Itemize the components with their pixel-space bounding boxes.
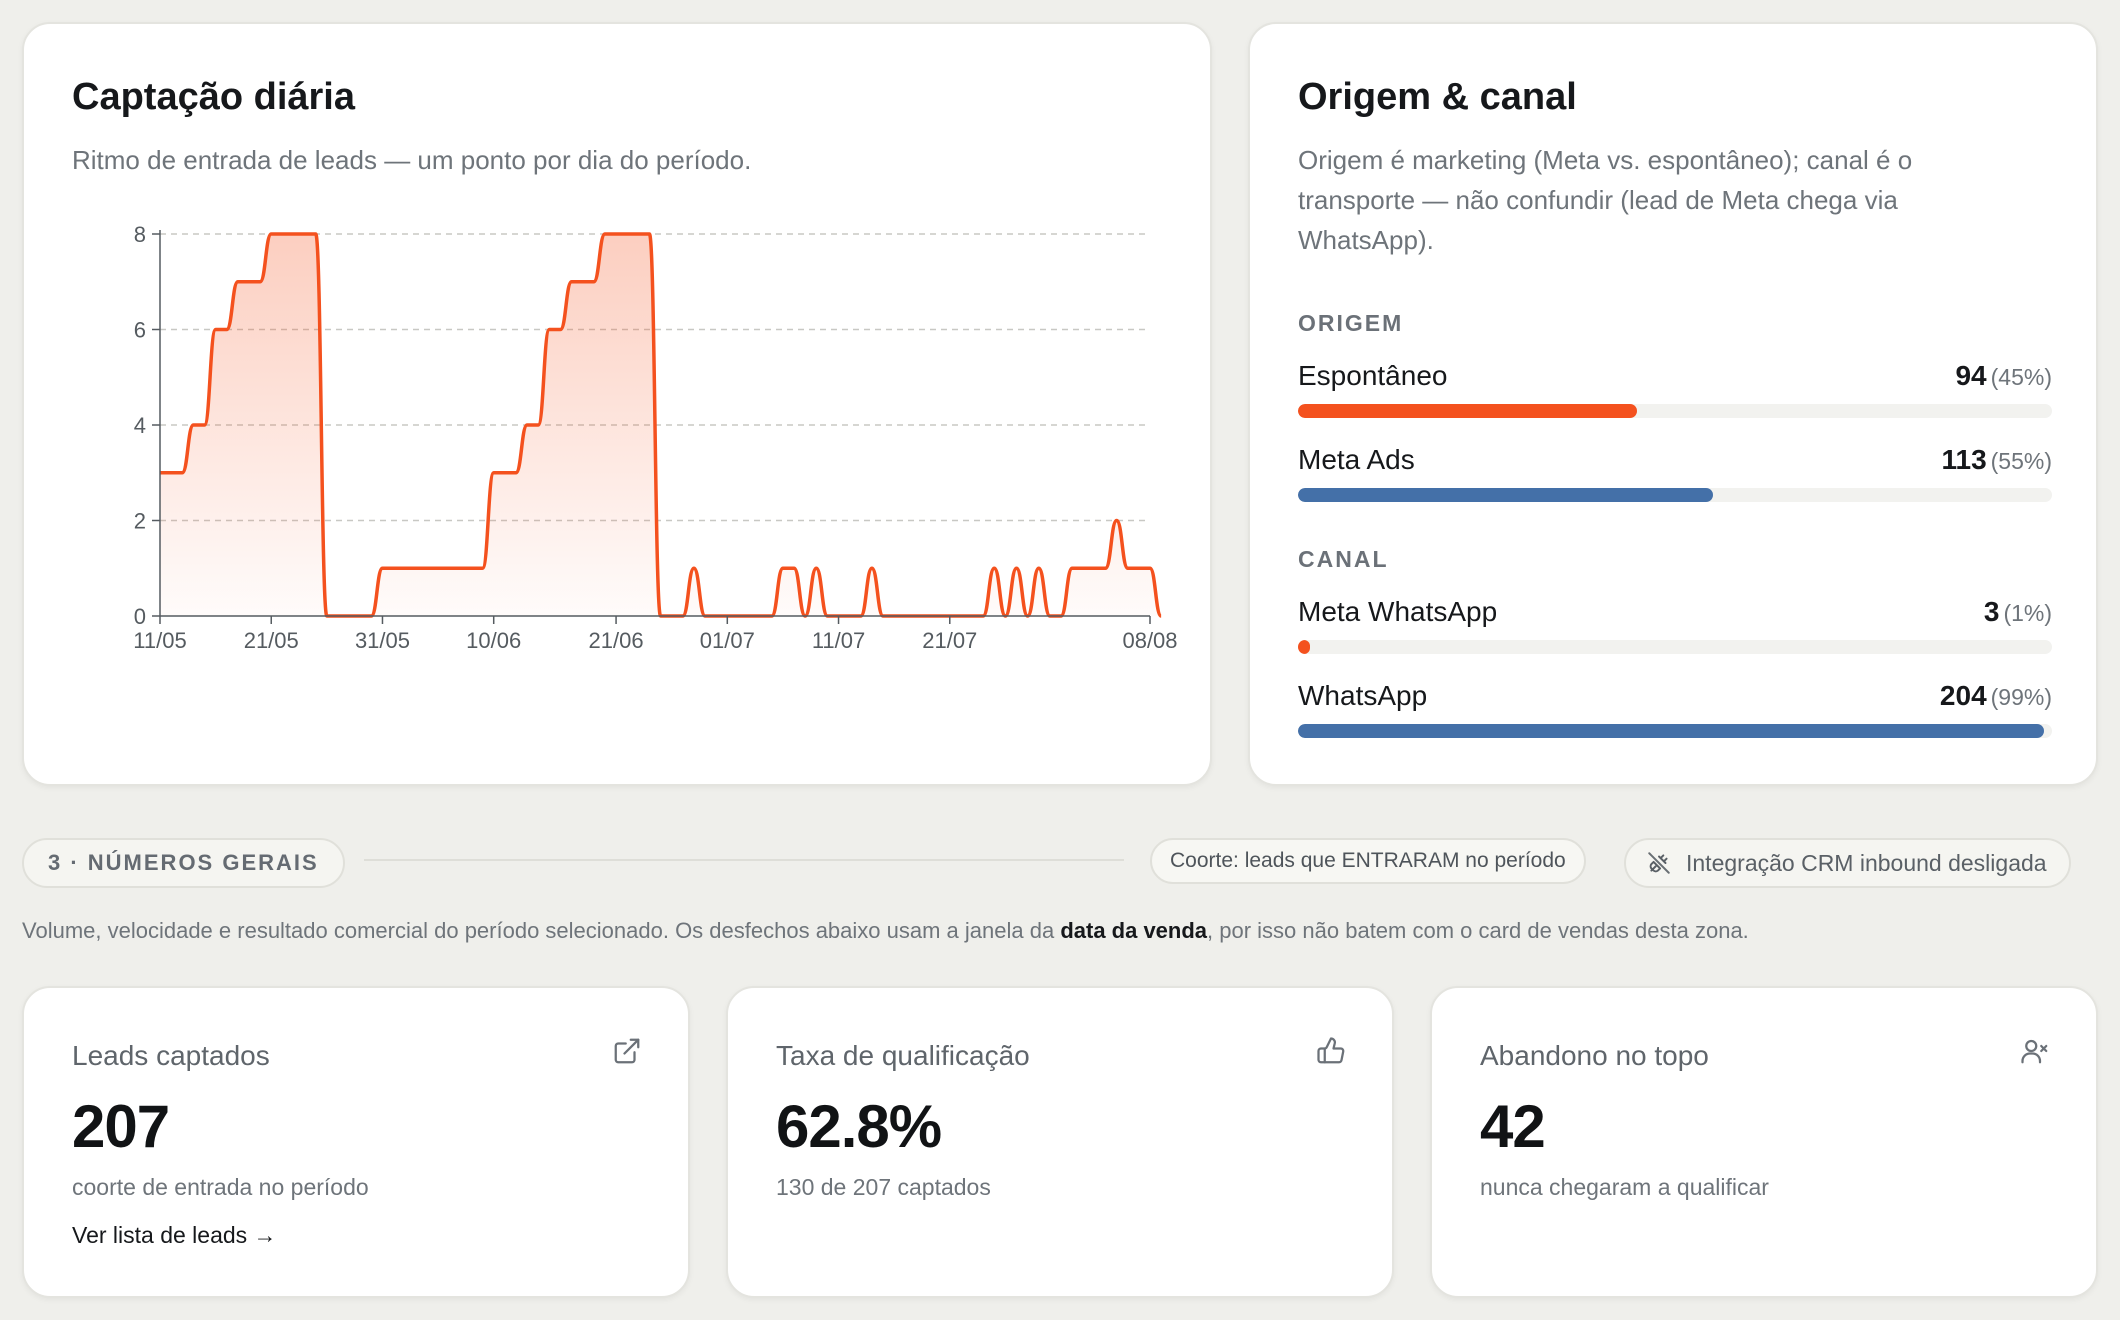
chart-card-subtitle: Ritmo de entrada de leads — um ponto por…	[72, 145, 752, 175]
origin-card-title: Origem & canal	[1298, 76, 1577, 118]
canal-bar-meta-whatsapp: Meta WhatsApp 3 (1%)	[1298, 596, 2052, 666]
bar-track	[1298, 640, 2052, 654]
kpi-value: 207	[72, 1093, 170, 1160]
origem-bar-espontaneo: Espontâneo 94 (45%)	[1298, 360, 2052, 430]
x-tick-label: 21/07	[922, 628, 977, 653]
origin-subtitle-line: WhatsApp).	[1298, 225, 1434, 255]
x-tick-label: 10/06	[466, 628, 521, 653]
daily-capture-chart: 0 2 4 6 8 11/05 21/05 31/05 10/06 21/06 01/07 11/07…	[133, 222, 1177, 653]
y-tick-label: 4	[134, 413, 146, 438]
bar-name: Espontâneo	[1298, 360, 1448, 391]
external-link-icon[interactable]	[612, 1036, 642, 1071]
bar-value: 3 (1%)	[1983, 596, 2052, 627]
kpi-taxa-qualificacao: Taxa de qualificação 62.8% 130 de 207 ca…	[726, 986, 1394, 1298]
kpi-note: nunca chegaram a qualificar	[1480, 1174, 1769, 1200]
kpi-value: 42	[1480, 1093, 1546, 1160]
y-tick-label: 6	[134, 318, 146, 343]
kpi-label: Abandono no topo	[1480, 1040, 1709, 1071]
bar-fill	[1298, 640, 1311, 654]
bar-value: 204 (99%)	[1939, 680, 2052, 711]
section-pill: 3 · NÚMEROS GERAIS	[22, 838, 345, 888]
section-description: Volume, velocidade e resultado comercial…	[22, 918, 1749, 943]
origin-card-subtitle: Origem é marketing (Meta vs. espontâneo)…	[1298, 140, 1912, 260]
bar-fill	[1298, 488, 1713, 502]
kpi-leads-captados: Leads captados 207 coorte de entrada no …	[22, 986, 690, 1298]
plug-off-icon	[1646, 850, 1672, 876]
kpi-note: 130 de 207 captados	[776, 1174, 991, 1200]
x-tick-label: 08/08	[1122, 628, 1177, 653]
x-tick-label: 11/07	[812, 628, 865, 653]
origem-bar-meta-ads: Meta Ads 113 (55%)	[1298, 444, 2052, 514]
crm-integration-badge[interactable]: Integração CRM inbound desligada	[1624, 838, 2071, 888]
bar-name: WhatsApp	[1298, 680, 1428, 711]
daily-capture-card: Captação diária Ritmo de entrada de lead…	[22, 22, 1212, 786]
series-line	[160, 232, 1163, 618]
x-tick-label: 21/05	[244, 628, 299, 653]
bar-name: Meta Ads	[1298, 444, 1415, 475]
bar-fill	[1298, 404, 1638, 418]
bar-track	[1298, 724, 2052, 738]
kpi-label: Taxa de qualificação	[776, 1040, 1030, 1071]
crm-integration-label: Integração CRM inbound desligada	[1686, 850, 2047, 876]
bar-value: 113 (55%)	[1941, 444, 2052, 475]
canal-group-label: CANAL	[1298, 546, 1389, 572]
section-divider	[364, 859, 1124, 861]
series-area	[160, 234, 1162, 616]
thumbs-up-icon	[1316, 1036, 1346, 1071]
origem-group-label: ORIGEM	[1298, 310, 1404, 336]
user-x-icon	[2020, 1036, 2050, 1071]
y-tick-label: 0	[134, 604, 146, 629]
chart-card-title: Captação diária	[72, 76, 355, 118]
x-tick-label: 11/05	[133, 628, 186, 653]
kpi-note: coorte de entrada no período	[72, 1174, 369, 1200]
canal-bar-whatsapp: WhatsApp 204 (99%)	[1298, 680, 2052, 750]
kpi-label: Leads captados	[72, 1040, 270, 1071]
bar-name: Meta WhatsApp	[1298, 596, 1498, 627]
x-tick-label: 21/06	[589, 628, 644, 653]
bar-track	[1298, 488, 2052, 502]
kpi-abandono-topo: Abandono no topo 42 nunca chegaram a qua…	[1430, 986, 2098, 1298]
origin-subtitle-line: transporte — não confundir (lead de Meta…	[1298, 185, 1898, 215]
origin-channel-card: Origem & canal Origem é marketing (Meta …	[1248, 22, 2098, 786]
bar-fill	[1298, 724, 2045, 738]
view-leads-link[interactable]: Ver lista de leads →	[72, 1222, 277, 1248]
origin-subtitle-line: Origem é marketing (Meta vs. espontâneo)…	[1298, 145, 1913, 175]
x-tick-label: 01/07	[700, 628, 755, 653]
y-tick-label: 2	[134, 509, 146, 534]
y-tick-label: 8	[134, 222, 146, 247]
cohort-badge: Coorte: leads que ENTRARAM no período	[1150, 838, 1586, 884]
x-tick-label: 31/05	[355, 628, 410, 653]
bar-track	[1298, 404, 2052, 418]
bar-value: 94 (45%)	[1955, 360, 2052, 391]
kpi-value: 62.8%	[776, 1093, 942, 1160]
